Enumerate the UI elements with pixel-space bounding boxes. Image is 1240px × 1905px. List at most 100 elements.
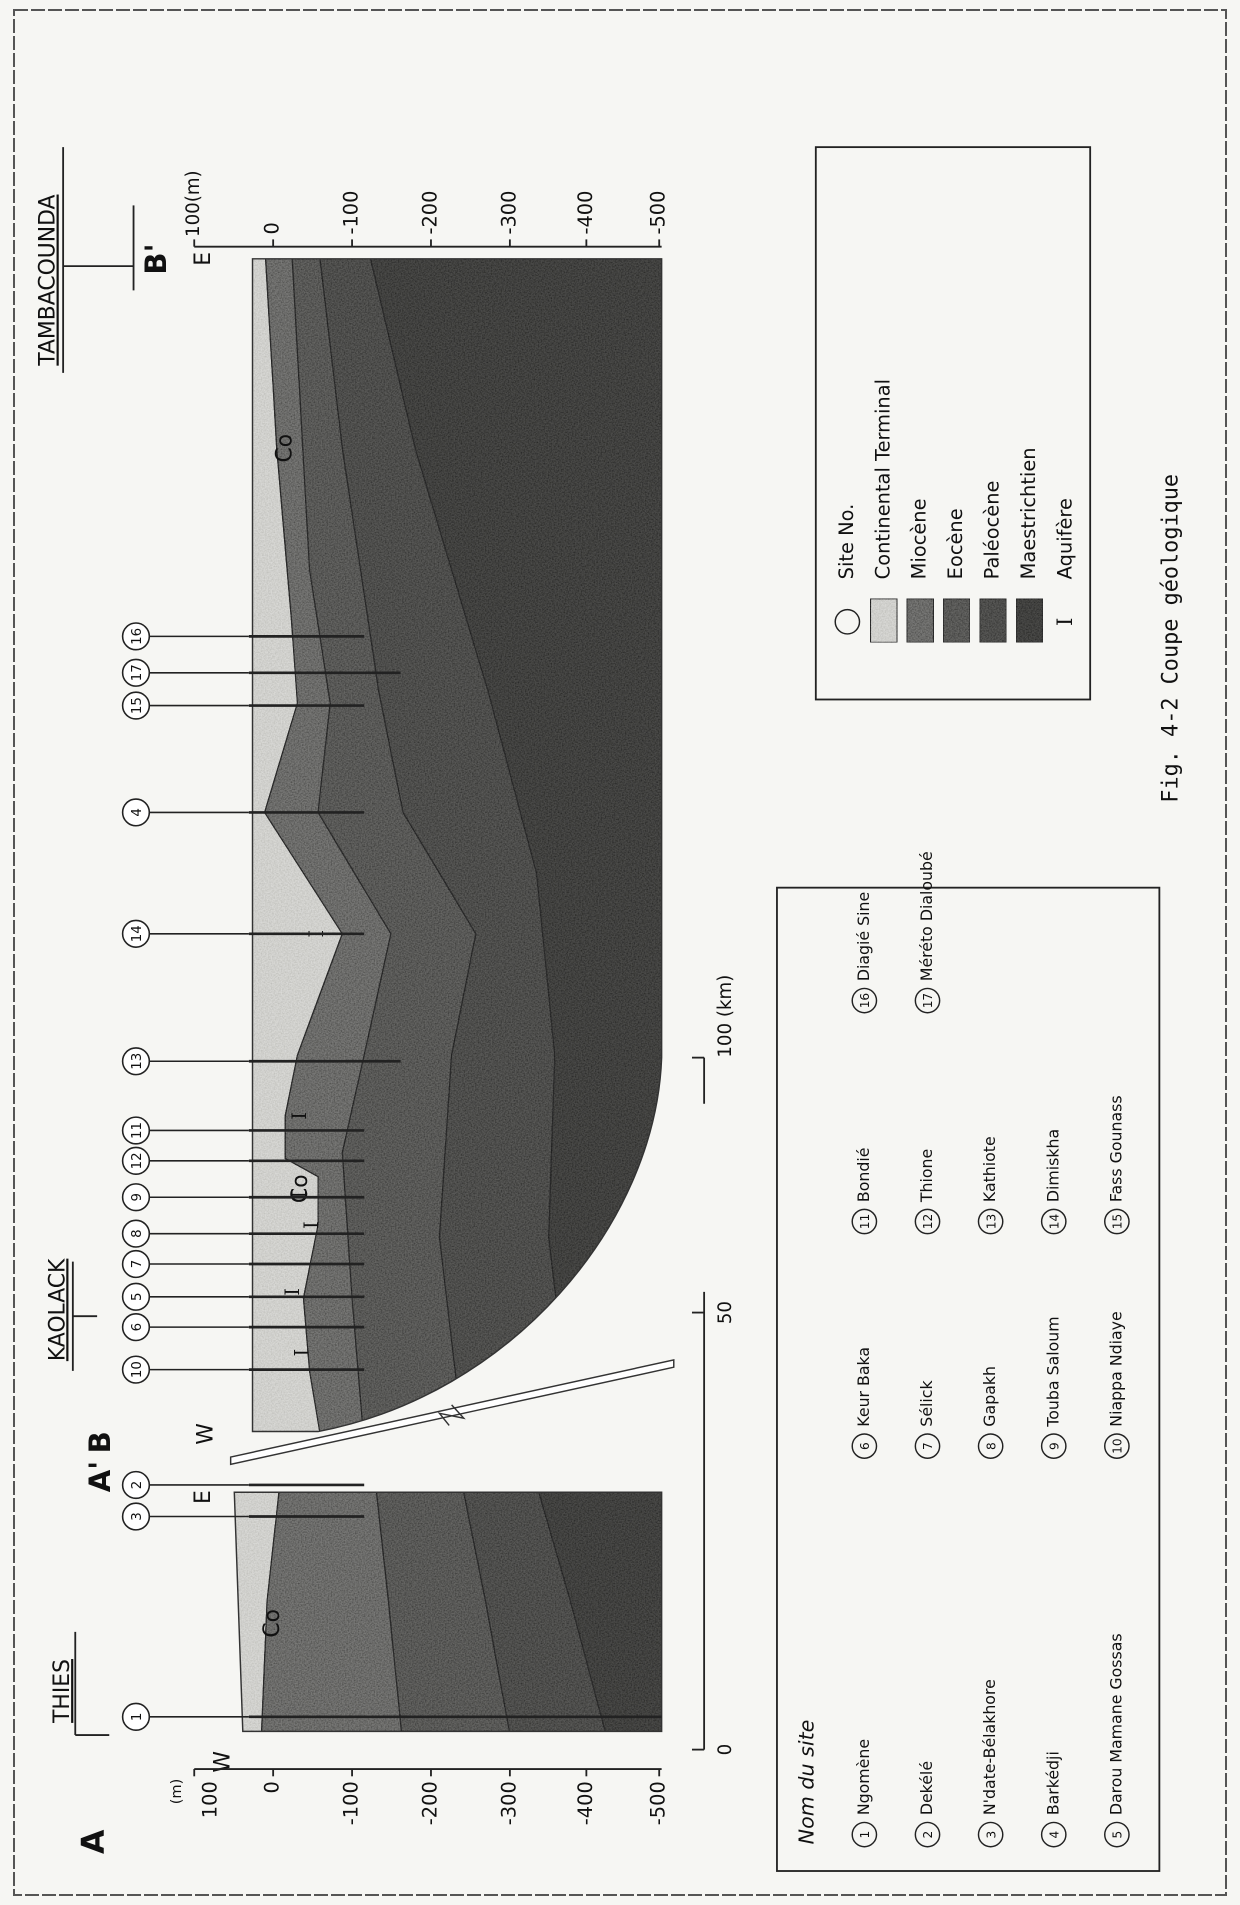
depth-tick-label: 100 (199, 1781, 222, 1818)
key-swatch (1016, 599, 1043, 643)
site-number: 5 (130, 1293, 145, 1302)
legend-number: 8 (984, 1442, 998, 1450)
site-number: 14 (130, 925, 145, 942)
legend-number: 7 (921, 1442, 935, 1450)
legend-name: Kathiote (980, 1136, 999, 1202)
key-swatch (980, 599, 1007, 643)
legend-name: Touba Saloum (1043, 1316, 1062, 1427)
depth-tick-label: -300 (497, 190, 520, 234)
depth-tick-label: -200 (418, 190, 441, 234)
legend-name: Darou Mamane Gossas (1106, 1633, 1125, 1815)
section (182, 1468, 728, 1747)
direction: W (193, 1423, 218, 1445)
depth-tick-label: -500 (647, 1781, 670, 1825)
site-number: 2 (130, 1481, 145, 1490)
legend-number: 10 (1111, 1438, 1125, 1453)
legend-number: 17 (921, 993, 935, 1008)
legend-title: Nom du site (794, 1720, 818, 1845)
depth-tick-label: 0 (261, 222, 284, 234)
key-swatch (907, 599, 934, 643)
legend-name: Gapakh (980, 1366, 999, 1427)
formation-label: Co (260, 1609, 285, 1638)
legend-name: Bondié (854, 1148, 873, 1203)
legend-name: Ngomène (854, 1739, 873, 1815)
site-number: 7 (130, 1260, 145, 1269)
aquifer-mark: I (288, 1112, 311, 1120)
key-label: Miocène (908, 498, 931, 579)
legend-name: N'date-Bélakhore (980, 1679, 999, 1815)
key-label: Continental Terminal (871, 379, 894, 579)
legend-number: 13 (984, 1214, 998, 1229)
depth-tick-label: -500 (647, 190, 670, 234)
site-number: 3 (130, 1512, 145, 1521)
formation-label: Co (288, 1174, 313, 1203)
site-number: 10 (130, 1361, 145, 1378)
legend-number: 1 (858, 1831, 872, 1839)
legend-number: 4 (1047, 1830, 1061, 1838)
depth-tick-label: -200 (418, 1781, 441, 1825)
legend-number: 14 (1047, 1214, 1061, 1230)
legend-name: Diagié Sine (854, 892, 873, 981)
legend-number: 9 (1047, 1442, 1061, 1450)
key-label: Maestrichtien (1017, 447, 1040, 579)
legend-name: Méréto Dialoubé (917, 851, 936, 981)
depth-tick-label: -300 (497, 1781, 520, 1825)
section-end: B' (139, 243, 173, 274)
depth-tick-label: -400 (574, 1781, 597, 1825)
page: CoCoCoIIIIII1321065789121113144151716AA'… (0, 0, 1240, 1905)
site-number: 8 (130, 1229, 145, 1238)
depth-tick-label: -400 (574, 190, 597, 234)
legend-name: Sélick (917, 1380, 936, 1427)
aquifer-mark: I (300, 1221, 323, 1229)
legend-number: 11 (858, 1214, 872, 1229)
depth-tick-label: -100 (340, 1781, 363, 1825)
legend-number: 12 (921, 1214, 935, 1229)
legend-number: 6 (858, 1442, 872, 1450)
site-number: 6 (130, 1323, 145, 1332)
site-number: 17 (130, 664, 145, 681)
key-aquifer-symbol: I (1053, 617, 1078, 626)
key-label: Paléocène (981, 481, 1004, 580)
key-label: Aquifère (1053, 498, 1076, 579)
key-swatch (943, 599, 970, 643)
section-end: B (83, 1431, 117, 1453)
legend-number: 5 (1111, 1831, 1125, 1839)
legend-name: Dekélé (917, 1761, 936, 1815)
key-swatch (870, 599, 897, 643)
site-number: 9 (130, 1193, 145, 1202)
site-number: 4 (130, 808, 145, 817)
distance-tick-label: 100 (km) (715, 975, 736, 1058)
direction: E (191, 1490, 216, 1504)
legend-name: Thione (917, 1149, 936, 1203)
place-name: KAOLACK (45, 1258, 70, 1361)
distance-tick-label: 50 (715, 1301, 736, 1324)
aquifer-mark: I (281, 1288, 304, 1296)
aquifer-mark: I (291, 1349, 314, 1357)
legend-name: Niappa Ndiaye (1106, 1311, 1125, 1426)
site-number: 16 (130, 628, 145, 645)
site-number: 13 (130, 1053, 145, 1070)
site-number: 1 (130, 1713, 145, 1722)
legend-name: Fass Gounass (1106, 1095, 1125, 1202)
legend-number: 3 (984, 1831, 998, 1839)
legend-box (777, 888, 1159, 1871)
site-number: 12 (130, 1152, 145, 1169)
key-label: Site No. (835, 504, 858, 580)
legend-number: 16 (858, 993, 872, 1008)
legend-number: 15 (1111, 1214, 1125, 1229)
axis-unit: 100(m) (183, 170, 204, 237)
distance-tick-label: 0 (715, 1744, 736, 1756)
direction: E (191, 252, 216, 266)
place-name: TAMBACOUNDA (36, 194, 61, 366)
section-end: A' (83, 1461, 117, 1492)
site-number: 11 (130, 1122, 145, 1139)
caption: Fig. 4-2 Coupe géologique (1159, 474, 1184, 803)
section-end: A (76, 1829, 112, 1854)
site-number: 15 (130, 697, 145, 714)
legend-name: Barkédji (1043, 1751, 1062, 1815)
key-label: Eocène (944, 508, 967, 579)
depth-tick-label: 0 (261, 1781, 284, 1793)
legend-number: 2 (921, 1831, 935, 1839)
legend-name: Keur Baka (854, 1347, 873, 1427)
place-name: THIES (50, 1659, 75, 1724)
